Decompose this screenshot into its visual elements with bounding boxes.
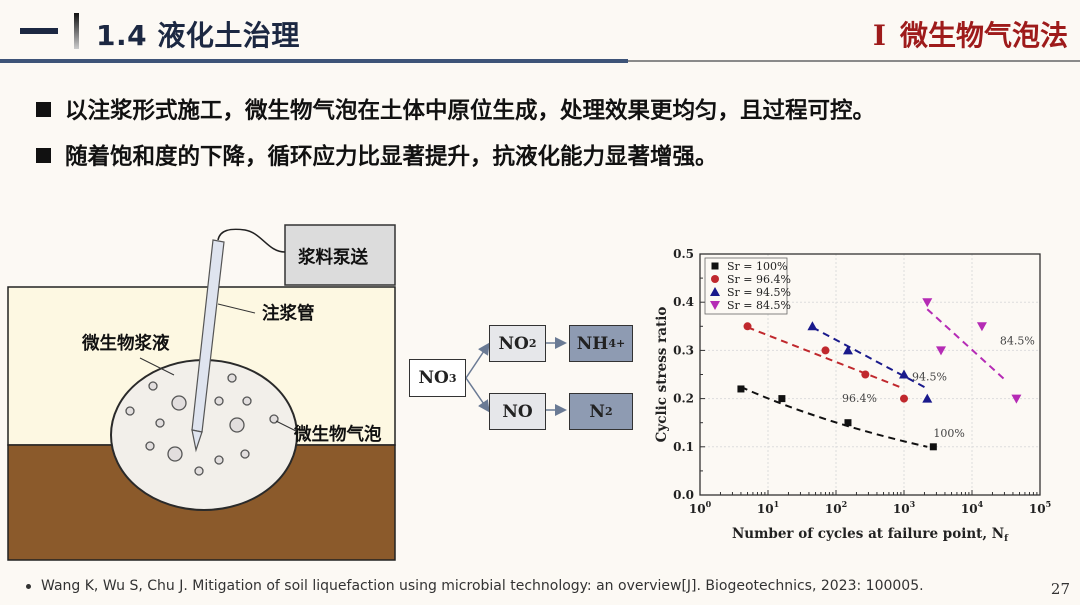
page-number: 27 [1050,580,1070,598]
svg-text:101: 101 [757,499,779,516]
svg-text:0.4: 0.4 [673,295,694,309]
svg-text:103: 103 [893,499,916,516]
svg-text:100: 100 [689,499,712,516]
hose-line [217,228,286,253]
topic-numeral: I [872,19,886,52]
bubbles [125,373,279,476]
pump-box [284,224,396,286]
topic-title: I 微生物气泡法 [873,14,1068,54]
bullet-text: 随着饱和度的下降，循环应力比显著提升，抗液化能力显著增强。 [65,144,718,170]
bullet-square-icon [36,101,51,117]
svg-text:0.1: 0.1 [673,440,694,454]
svg-text:Sr = 96.4%: Sr = 96.4% [727,273,791,286]
bullet-item: 以注浆形式施工，微生物气泡在土体中原位生成，处理效果更均匀，且过程可控。 [36,92,875,126]
grouting-diagram: 浆料泵送 注浆管 微生物浆液 微生物气泡 [0,200,410,580]
pump-label: 浆料泵送 [298,248,368,268]
bullet-list: 以注浆形式施工，微生物气泡在土体中原位生成，处理效果更均匀，且过程可控。 随着饱… [36,92,875,184]
no-box: NO [489,393,546,430]
svg-text:Sr = 84.5%: Sr = 84.5% [727,299,791,312]
topic-title-text: 微生物气泡法 [899,19,1068,52]
no3-box: NO 3 [409,359,466,397]
header-bar-decoration [74,13,79,49]
svg-text:0.5: 0.5 [673,247,694,261]
bullet-square-icon [36,147,51,163]
svg-text:102: 102 [825,499,847,516]
section-title: 1.4 液化土治理 [96,19,300,52]
svg-text:Sr = 94.5%: Sr = 94.5% [727,286,791,299]
svg-text:94.5%: 94.5% [912,371,947,384]
svg-text:100%: 100% [933,427,964,440]
nh4-box: NH 4 + [569,325,633,362]
injection-pipe-tip [191,429,203,453]
svg-text:0.3: 0.3 [673,343,694,357]
header-dash-decoration [20,28,58,34]
cyclic-stress-chart: 0.0 0.1 0.2 0.3 0.4 0.5 100 101 102 103 104 105 Numb… [640,240,1080,550]
bullet-item: 随着饱和度的下降，循环应力比显著提升，抗液化能力显著增强。 [36,138,875,172]
cyclic-stress-chart-plot: 0.0 0.1 0.2 0.3 0.4 0.5 100 101 102 103 104 105 Numb… [654,247,1051,544]
svg-text:96.4%: 96.4% [842,392,877,405]
slurry-label: 微生物浆液 [82,334,170,354]
svg-text:0.2: 0.2 [673,392,694,406]
svg-text:Number of cycles at failure po: Number of cycles at failure point, Nf [732,526,1009,544]
grouting-diagram-graphic [7,224,396,561]
reference-text: Wang K, Wu S, Chu J. Mitigation of soil … [41,578,924,594]
svg-text:104: 104 [961,499,984,516]
bubble-label: 微生物气泡 [294,425,382,445]
bullet-text: 以注浆形式施工，微生物气泡在土体中原位生成，处理效果更均匀，且过程可控。 [65,98,876,124]
reference-footnote: Wang K, Wu S, Chu J. Mitigation of soil … [26,578,924,594]
svg-text:105: 105 [1029,499,1051,516]
pipe-label: 注浆管 [262,304,315,324]
no2-box: NO 2 [489,325,546,362]
svg-text:84.5%: 84.5% [1000,334,1035,347]
slide-header: 1.4 液化土治理 I 微生物气泡法 [0,0,1080,64]
svg-text:Cyclic stress ratio: Cyclic stress ratio [654,307,670,443]
svg-text:Sr = 100%: Sr = 100% [727,260,787,273]
svg-text:0.0: 0.0 [673,488,694,502]
header-divider-left [0,59,628,63]
header-divider-right [628,60,1080,62]
flow-arrows [465,337,567,416]
bullet-dot-icon [26,583,31,589]
